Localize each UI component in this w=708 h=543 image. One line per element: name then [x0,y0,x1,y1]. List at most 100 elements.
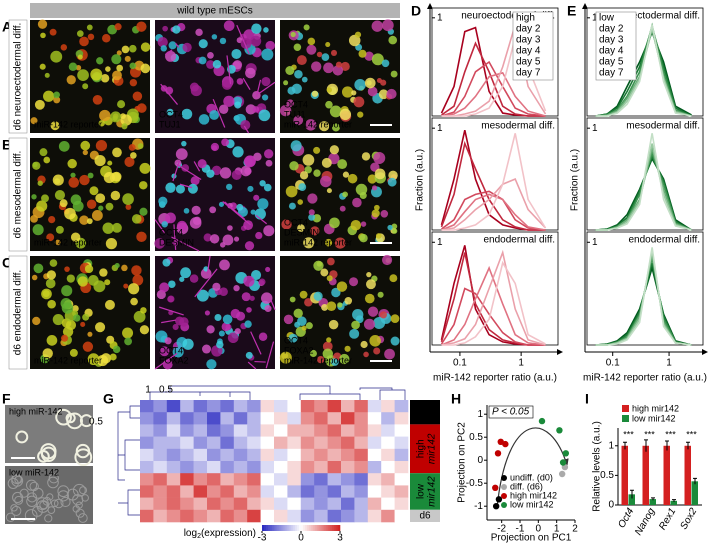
neurite [159,306,184,316]
row-label: d6 endodermal diff. [13,270,24,355]
cell [380,209,389,218]
cell [39,63,46,70]
cell [64,266,70,272]
heat-cell [287,461,302,474]
cell [54,239,61,246]
panel-letter: E [567,3,576,19]
cell [32,316,41,326]
heat-cell [327,448,342,462]
heat-cell [260,400,275,413]
cell [94,155,106,167]
cell [294,69,303,79]
heat-cell [166,461,181,474]
neurite [224,201,246,220]
cell [112,70,122,81]
colorbar-step [310,525,313,531]
cell [373,347,381,355]
cell [367,306,379,317]
cell [44,72,50,78]
heat-cell [220,461,235,474]
heat-cell [140,461,154,474]
cell [374,168,386,180]
colorbar-tick-label: 3 [337,533,343,543]
colorbar-step [320,525,323,531]
subplot-title: mesodermal diff. [481,121,555,132]
header-title: wild type mESCs [176,6,253,17]
heat-cell [394,461,409,474]
heat-cell [193,473,208,486]
heat-cell [207,461,221,474]
bar [649,499,656,505]
colorbar-step [301,525,304,531]
heat-cell [260,473,275,486]
heat-cell [233,412,248,425]
cell [52,174,64,186]
cell [76,30,84,37]
heat-cell [247,461,261,474]
x-tick-label: 0.1 [453,358,467,369]
x-tick-label: 0.1 [606,358,620,369]
stain-label: miR-142 reporter [284,355,352,365]
stain-label: FOXA2 [159,355,189,365]
cell [219,37,227,45]
cell [95,193,106,204]
heat-cell [381,473,395,486]
heat-cell [220,473,235,486]
bar [670,500,677,505]
cell [390,314,400,324]
cell [190,85,202,97]
cell [221,79,233,90]
cell [263,27,269,33]
heat-cell [180,448,194,462]
cell [116,64,124,72]
subplot-frame [431,117,559,231]
cell [50,50,63,63]
distribution-line [441,260,546,346]
stain-label: OCT4 [284,99,308,109]
neurite [160,83,178,105]
error-bar [651,497,655,501]
cell [388,170,398,181]
cell [139,325,150,335]
cell [308,209,315,216]
distribution-line [441,265,546,346]
cell [388,35,398,45]
stain-label: OCT4 [159,345,183,355]
colorbar-step [302,525,306,531]
neurite [250,331,262,355]
heat-cell [153,509,168,523]
cell [43,156,51,164]
row-group-label: high [416,439,427,458]
cell [53,96,61,104]
stain-label: OCT4 [159,109,183,119]
x-tick-label: 2 [572,524,578,535]
cell [24,509,38,522]
cell [285,185,298,198]
heat-cell [287,400,302,413]
cell [66,274,75,283]
heat-cell [140,485,154,498]
cell [139,207,148,216]
cell [59,199,68,208]
neurite [154,219,166,234]
bar [621,445,628,505]
cell [60,334,69,342]
cell [98,205,104,211]
heat-cell [314,461,328,474]
heat-cell [193,400,208,413]
scatter-point [494,450,502,457]
cell [360,340,368,349]
cell [288,333,298,343]
cell [209,110,220,120]
cell [304,298,313,307]
cell [70,194,82,206]
y-tick-label: 1 [437,123,443,134]
cell [298,183,307,191]
cell [41,288,52,300]
cell [110,190,121,201]
cell [218,330,225,337]
cell [66,412,83,430]
heat-cell [327,461,342,474]
cell [39,500,48,510]
legend-entry: day 5 [516,57,541,68]
